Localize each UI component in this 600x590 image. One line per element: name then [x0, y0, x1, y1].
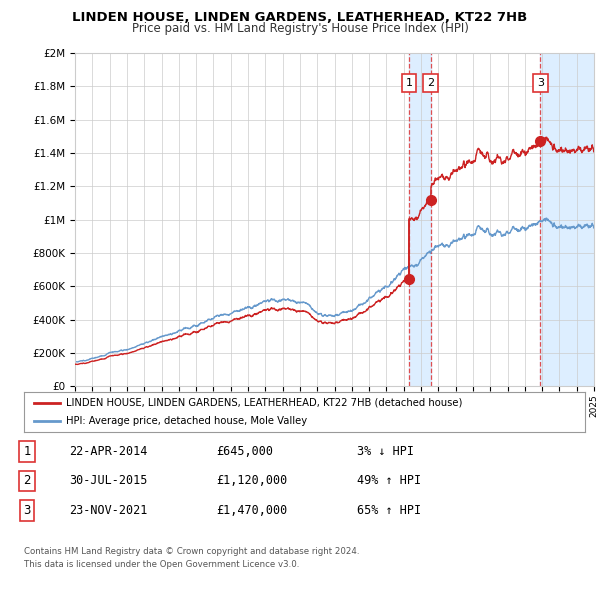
Text: Price paid vs. HM Land Registry's House Price Index (HPI): Price paid vs. HM Land Registry's House …: [131, 22, 469, 35]
Text: LINDEN HOUSE, LINDEN GARDENS, LEATHERHEAD, KT22 7HB (detached house): LINDEN HOUSE, LINDEN GARDENS, LEATHERHEA…: [66, 398, 463, 408]
Text: 3% ↓ HPI: 3% ↓ HPI: [357, 445, 414, 458]
Text: 22-APR-2014: 22-APR-2014: [69, 445, 148, 458]
Text: Contains HM Land Registry data © Crown copyright and database right 2024.: Contains HM Land Registry data © Crown c…: [24, 547, 359, 556]
Text: 3: 3: [23, 504, 31, 517]
Text: This data is licensed under the Open Government Licence v3.0.: This data is licensed under the Open Gov…: [24, 560, 299, 569]
Text: 1: 1: [406, 78, 412, 88]
Text: LINDEN HOUSE, LINDEN GARDENS, LEATHERHEAD, KT22 7HB: LINDEN HOUSE, LINDEN GARDENS, LEATHERHEA…: [73, 11, 527, 24]
Text: £645,000: £645,000: [216, 445, 273, 458]
Text: 2: 2: [427, 78, 434, 88]
Bar: [409, 53, 431, 386]
Text: 2: 2: [23, 474, 31, 487]
Text: 65% ↑ HPI: 65% ↑ HPI: [357, 504, 421, 517]
Text: £1,120,000: £1,120,000: [216, 474, 287, 487]
Text: HPI: Average price, detached house, Mole Valley: HPI: Average price, detached house, Mole…: [66, 416, 307, 426]
Bar: [541, 53, 594, 386]
Text: 49% ↑ HPI: 49% ↑ HPI: [357, 474, 421, 487]
Text: 23-NOV-2021: 23-NOV-2021: [69, 504, 148, 517]
Text: 3: 3: [537, 78, 544, 88]
Text: £1,470,000: £1,470,000: [216, 504, 287, 517]
Text: 1: 1: [23, 445, 31, 458]
Text: 30-JUL-2015: 30-JUL-2015: [69, 474, 148, 487]
